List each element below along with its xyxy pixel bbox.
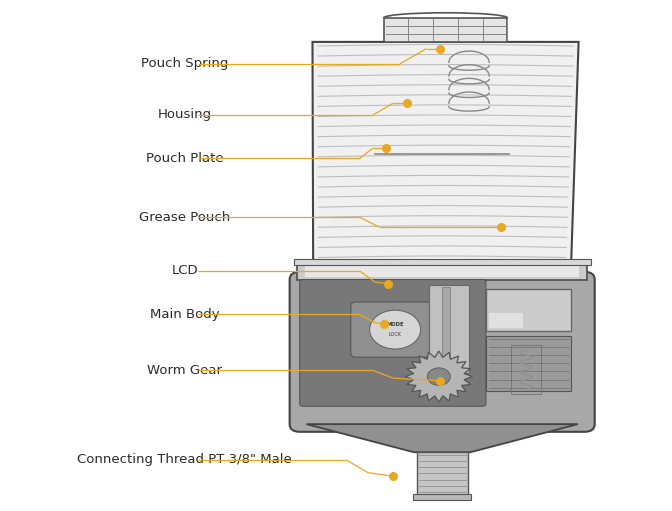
Text: Grease Pouch: Grease Pouch — [139, 211, 230, 224]
Bar — [442, 287, 450, 370]
Polygon shape — [405, 351, 472, 402]
Bar — [486, 336, 571, 391]
FancyBboxPatch shape — [290, 272, 595, 432]
Circle shape — [427, 368, 450, 385]
Text: Worm Gear: Worm Gear — [147, 364, 222, 377]
Text: Connecting Thread PT 3/8" Male: Connecting Thread PT 3/8" Male — [77, 453, 292, 467]
Text: Pouch Plate: Pouch Plate — [146, 152, 224, 165]
Text: Main Body: Main Body — [150, 308, 220, 321]
Text: LOCK: LOCK — [388, 332, 402, 337]
Text: LCD: LCD — [171, 264, 198, 277]
Text: Pouch Spring: Pouch Spring — [141, 57, 228, 71]
Text: MODE: MODE — [386, 322, 404, 328]
Polygon shape — [312, 42, 579, 262]
Bar — [413, 494, 471, 500]
Text: Housing: Housing — [158, 108, 212, 122]
Bar — [417, 452, 468, 495]
Bar — [305, 264, 579, 277]
FancyBboxPatch shape — [300, 280, 486, 406]
FancyBboxPatch shape — [351, 302, 439, 357]
Bar — [429, 285, 469, 373]
Bar — [294, 259, 591, 265]
Bar — [384, 18, 507, 42]
Bar — [486, 289, 571, 331]
Polygon shape — [306, 424, 578, 452]
Circle shape — [370, 310, 421, 349]
Bar — [297, 262, 587, 280]
Bar — [511, 345, 541, 394]
Bar — [489, 313, 523, 328]
